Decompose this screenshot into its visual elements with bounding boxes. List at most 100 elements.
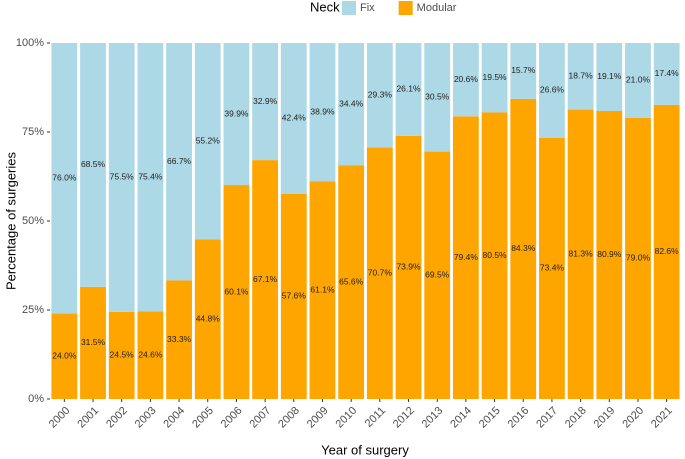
value-label: 20.6% bbox=[454, 74, 479, 84]
x-tick-label: 2017 bbox=[534, 405, 560, 431]
value-label: 18.7% bbox=[569, 71, 594, 81]
value-label: 55.2% bbox=[196, 136, 221, 146]
value-label: 76.0% bbox=[52, 173, 77, 183]
value-label: 70.7% bbox=[368, 267, 393, 277]
value-label: 61.1% bbox=[310, 284, 335, 294]
value-label: 84.3% bbox=[511, 243, 536, 253]
bar-segment bbox=[51, 313, 78, 399]
value-label: 42.4% bbox=[282, 113, 307, 123]
bar-segment bbox=[481, 43, 508, 113]
value-label: 21.0% bbox=[626, 75, 651, 85]
bar-segment bbox=[108, 311, 135, 399]
bar-segment bbox=[596, 110, 623, 399]
value-label: 79.4% bbox=[454, 252, 479, 262]
value-label: 79.0% bbox=[626, 253, 651, 263]
value-label: 66.7% bbox=[167, 156, 192, 166]
bar-segment bbox=[567, 109, 594, 400]
bar-segment bbox=[625, 43, 651, 118]
x-tick-label: 2018 bbox=[563, 405, 589, 431]
legend-label: Modular bbox=[417, 2, 457, 14]
bar-segment bbox=[567, 43, 594, 110]
legend-swatch bbox=[342, 1, 356, 15]
value-label: 80.9% bbox=[597, 249, 622, 259]
x-tick-label: 2020 bbox=[620, 405, 646, 431]
bar-segment bbox=[252, 160, 279, 399]
bar-segment bbox=[51, 43, 78, 314]
value-label: 39.9% bbox=[224, 108, 249, 118]
value-label: 57.6% bbox=[282, 291, 307, 301]
x-tick-label: 2019 bbox=[592, 405, 618, 431]
value-label: 29.3% bbox=[368, 89, 393, 99]
value-label: 80.5% bbox=[483, 250, 508, 260]
bar-segment bbox=[280, 193, 307, 399]
x-tick-label: 2012 bbox=[391, 405, 417, 431]
bar-segment bbox=[80, 43, 106, 287]
value-label: 60.1% bbox=[224, 286, 249, 296]
x-tick-label: 2013 bbox=[420, 405, 446, 431]
bar-segment bbox=[596, 43, 623, 111]
x-tick-label: 2008 bbox=[276, 405, 302, 431]
y-tick-label: 50% bbox=[22, 215, 44, 227]
bar-segment bbox=[280, 43, 307, 194]
bar-segment bbox=[481, 112, 508, 400]
value-label: 32.9% bbox=[253, 96, 278, 106]
value-label: 81.3% bbox=[569, 249, 594, 259]
bar-segment bbox=[452, 43, 479, 117]
value-label: 26.6% bbox=[540, 85, 565, 95]
bar-segment bbox=[309, 181, 336, 399]
bar-segment bbox=[510, 98, 537, 399]
x-tick-label: 2015 bbox=[477, 405, 503, 431]
x-tick-label: 2002 bbox=[104, 405, 130, 431]
x-tick-label: 2004 bbox=[161, 405, 187, 431]
bar-segment bbox=[194, 239, 221, 399]
value-label: 73.4% bbox=[540, 263, 565, 273]
bar-segment bbox=[424, 151, 451, 399]
y-tick-label: 100% bbox=[16, 37, 44, 49]
y-tick-label: 75% bbox=[22, 126, 44, 138]
legend-swatch bbox=[398, 1, 413, 15]
bar-segment bbox=[166, 43, 192, 281]
bar-segment bbox=[137, 311, 164, 399]
bar-segment bbox=[166, 280, 192, 399]
value-label: 44.8% bbox=[196, 314, 221, 324]
x-tick-label: 2016 bbox=[506, 405, 532, 431]
bar-segment bbox=[80, 286, 106, 399]
bar-segment bbox=[194, 43, 221, 240]
x-tick-label: 2005 bbox=[190, 405, 216, 431]
bar-segment bbox=[223, 43, 250, 186]
bar-segment bbox=[223, 185, 250, 399]
value-label: 75.4% bbox=[138, 171, 163, 181]
bar-segment bbox=[395, 135, 422, 399]
value-label: 34.4% bbox=[339, 98, 364, 108]
x-tick-label: 2001 bbox=[75, 405, 101, 431]
value-label: 26.1% bbox=[396, 84, 421, 94]
bar-segment bbox=[366, 147, 393, 399]
bar-segment bbox=[108, 43, 135, 312]
bar-segment bbox=[539, 137, 565, 400]
bar-segment bbox=[395, 43, 422, 136]
x-tick-label: 2006 bbox=[219, 405, 245, 431]
value-label: 69.5% bbox=[425, 270, 450, 280]
value-label: 24.5% bbox=[110, 350, 135, 360]
x-tick-label: 2007 bbox=[247, 405, 273, 431]
y-axis-title: Percentage of surgeries bbox=[3, 151, 18, 290]
bar-segment bbox=[338, 43, 365, 166]
y-tick-label: 0% bbox=[28, 393, 44, 405]
value-label: 67.1% bbox=[253, 274, 278, 284]
value-label: 17.4% bbox=[655, 68, 680, 78]
legend-label: Fix bbox=[360, 2, 375, 14]
bar-segment bbox=[338, 165, 365, 399]
bar-segment bbox=[366, 43, 393, 148]
legend-title: Neck bbox=[310, 0, 340, 14]
x-tick-label: 2003 bbox=[133, 405, 159, 431]
x-axis-title: Year of surgery bbox=[321, 442, 409, 457]
x-tick-label: 2000 bbox=[47, 405, 73, 431]
value-label: 15.7% bbox=[511, 65, 536, 75]
value-label: 24.0% bbox=[52, 351, 77, 361]
bar-segment bbox=[653, 43, 680, 105]
value-label: 31.5% bbox=[81, 337, 106, 347]
value-label: 75.5% bbox=[110, 172, 135, 182]
x-tick-label: 2014 bbox=[448, 405, 474, 431]
value-label: 19.1% bbox=[597, 71, 622, 81]
